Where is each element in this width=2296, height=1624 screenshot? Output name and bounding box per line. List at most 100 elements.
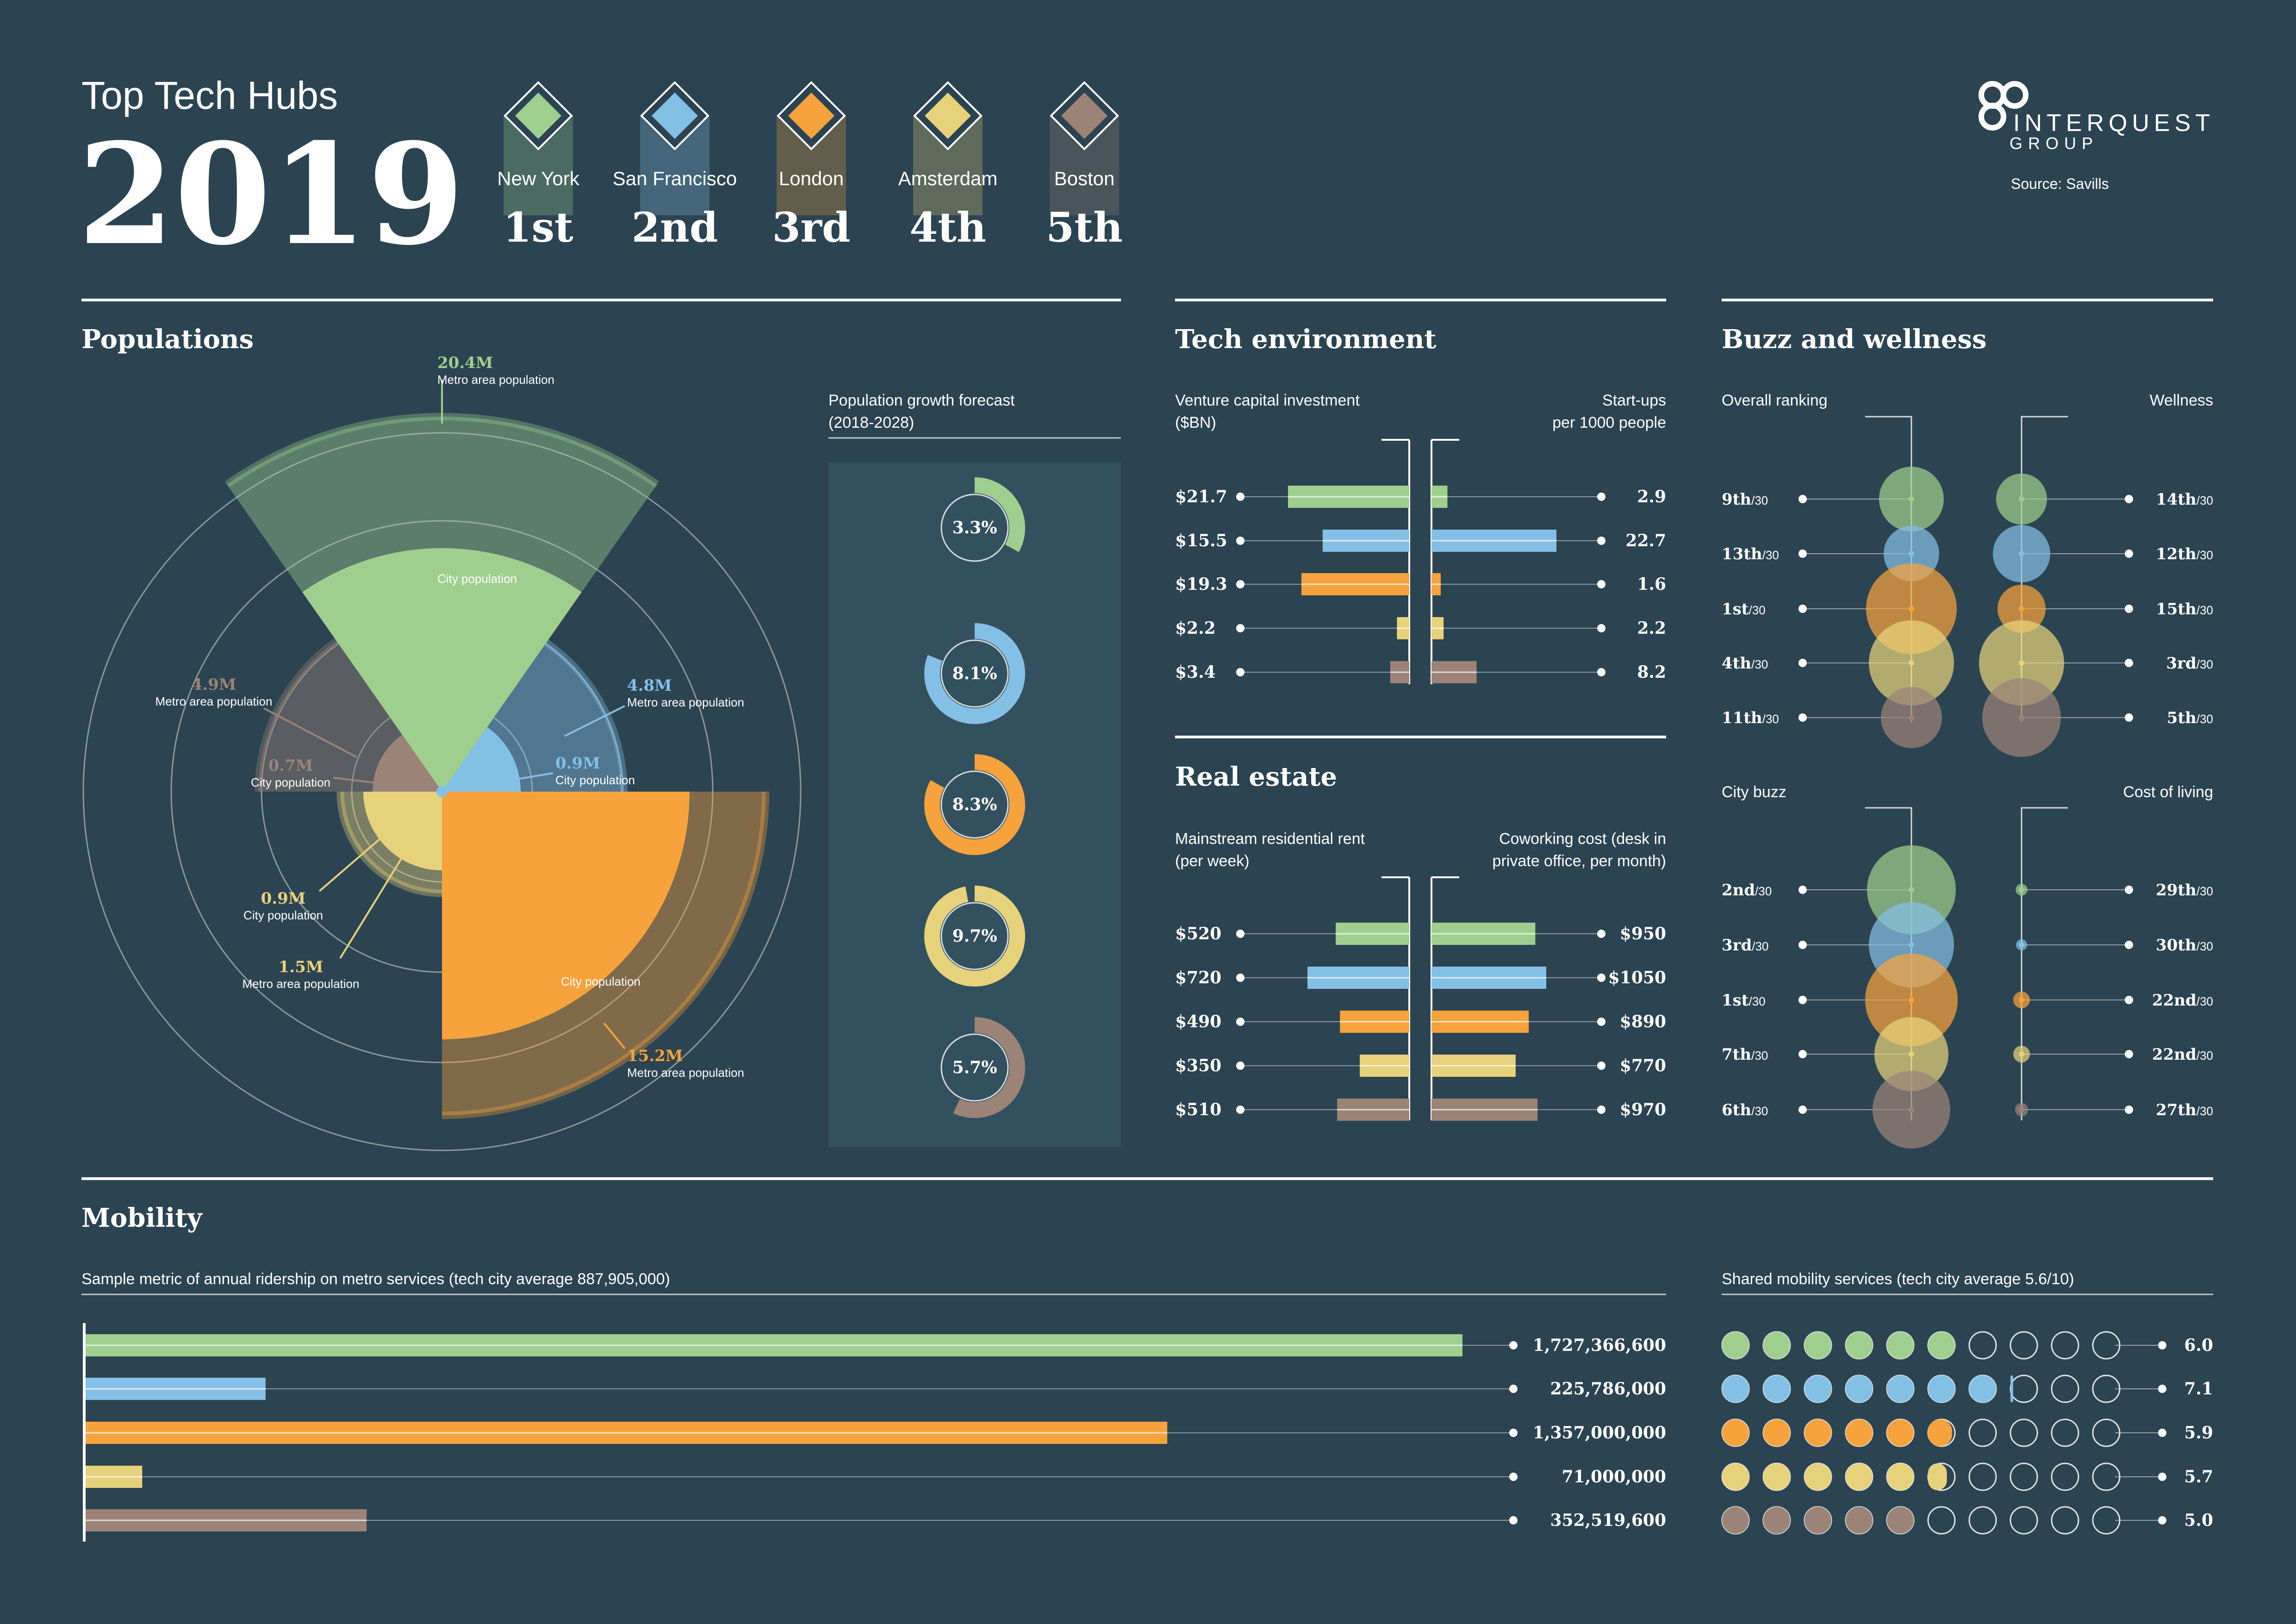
bubble-centre-dot (1909, 715, 1914, 720)
ranking-value-label: 14th/30 (2156, 490, 2213, 509)
shared-guide-dot (2158, 1516, 2166, 1524)
ranking-guide-dot (2125, 1106, 2133, 1114)
real-estate-chart: $520 $950 $720 $1050 $490 $890 $350 $770 $510 $97… (1175, 876, 1666, 1121)
shared-dot-filled (1804, 1463, 1831, 1490)
bubble-centre-dot (2019, 942, 2024, 948)
growth-value-label: 8.1% (952, 664, 997, 683)
left-guide-dot (1236, 493, 1244, 501)
ridership-label: Sample metric of annual ridership on met… (81, 1270, 670, 1288)
shared-dot-outline (2010, 1462, 2038, 1491)
ranking-guide-dot (1798, 886, 1807, 894)
bubble-centre-dot (2019, 997, 2024, 1003)
city-ranking-legend: New York 1st San Francisco 2nd London 3rd Amst… (497, 81, 1123, 251)
bubble-centre-dot (1909, 942, 1914, 948)
city-buzz-label: City buzz (1722, 783, 1786, 801)
ranking-suffix: /30 (2196, 1104, 2213, 1118)
shared-dot-partial (2010, 1375, 2013, 1402)
bubble-centre-dot (2019, 496, 2024, 502)
right-guide-dot (1597, 1062, 1605, 1070)
ranking-suffix: /30 (1751, 1049, 1768, 1062)
shared-dot-filled (1722, 1463, 1749, 1490)
source-note: Source: Savills (2011, 175, 2109, 192)
legend-city-rank: 3rd (772, 203, 850, 251)
growth-value-label: 9.7% (952, 926, 997, 946)
shared-dot-outline (2051, 1331, 2079, 1360)
buzz-wellness-chart: 9th/30 14th/30 13th/30 12th/30 1st/30 15th/30… (1722, 416, 2213, 1149)
left-guide-dot (1236, 580, 1244, 588)
shared-dot-outline (1968, 1506, 1997, 1535)
population-value-label: 4.9M (192, 675, 236, 694)
left-value-label: $2.2 (1175, 618, 1216, 638)
shared-dot-filled (1846, 1375, 1873, 1402)
population-leader-line (455, 772, 554, 790)
bubble-centre-dot (1909, 496, 1914, 502)
ranking-suffix: /30 (2196, 657, 2213, 671)
right-value-label: $890 (1620, 1012, 1666, 1031)
ranking-value-label: 13th/30 (1722, 545, 1779, 563)
shared-dot-filled (1804, 1419, 1831, 1446)
population-series-label: City population (251, 775, 330, 789)
shared-dot-outline (1968, 1418, 1997, 1447)
left-guide-dot (1236, 930, 1244, 938)
tech-environment-chart: $21.7 2.9 $15.5 22.7 $19.3 1.6 $2.2 2.2 $3.4 8.2 (1175, 439, 1666, 684)
shared-dot-outline (2010, 1331, 2038, 1360)
ranking-guide-dot (2125, 996, 2133, 1004)
growth-title-line2: (2018-2028) (828, 414, 914, 431)
populations-title: Populations (81, 324, 254, 355)
population-value-label: 15.2M (627, 1047, 683, 1065)
cowork-label-line1: Coworking cost (desk in (1499, 830, 1666, 848)
ridership-guide-dot (1509, 1473, 1518, 1481)
left-guide-dot (1236, 974, 1244, 982)
ranking-guide-dot (2125, 550, 2133, 558)
shared-dot-filled (1722, 1419, 1749, 1446)
bubble-centre-dot (2019, 551, 2024, 556)
cowork-label-line2: private office, per month) (1493, 852, 1666, 870)
ranking-axis-line (2021, 807, 2068, 1120)
ranking-suffix: /30 (2196, 1049, 2213, 1062)
startups-label-line2: per 1000 people (1552, 414, 1666, 431)
ranking-value-label: 12th/30 (2156, 545, 2213, 563)
ranking-value-label: 11th/30 (1722, 709, 1779, 727)
logo-text-secondary: GROUP (2010, 134, 2098, 153)
growth-donut-track-london (940, 770, 1009, 839)
ridership-guide-dot (1509, 1516, 1518, 1524)
shared-dot-filled (1846, 1507, 1873, 1534)
ranking-guide-dot (1798, 1106, 1807, 1114)
legend-diamond-fill-london (788, 93, 834, 139)
ranking-value-label: 4th/30 (1722, 654, 1768, 673)
population-leader-line (263, 707, 357, 758)
legend-city-name: London (779, 168, 844, 189)
ranking-guide-dot (2125, 659, 2133, 667)
population-leader-line (318, 794, 431, 892)
ranking-guide-dot (2125, 1050, 2133, 1058)
ranking-suffix: /30 (2196, 994, 2213, 1008)
legend-diamond-fill-boston (1061, 93, 1108, 139)
shared-dot-filled (1804, 1332, 1831, 1359)
bubble-centre-dot (2019, 1107, 2024, 1112)
shared-dot-outline (2051, 1374, 2079, 1403)
population-leader-line (603, 1022, 626, 1049)
wellness-label: Wellness (2150, 392, 2213, 409)
shared-dot-outline (2010, 1506, 2038, 1535)
ranking-value-label: 29th/30 (2156, 881, 2213, 899)
shared-value-label: 7.1 (2184, 1379, 2213, 1399)
growth-donut-arc-amsterdam (924, 886, 1025, 987)
population-value-label: 0.7M (268, 756, 313, 775)
ranking-suffix: /30 (1751, 1104, 1768, 1118)
startups-label-line1: Start-ups (1602, 392, 1666, 409)
right-value-label: $970 (1620, 1100, 1666, 1119)
interquest-logo: INTERQUEST GROUP (1979, 81, 2210, 153)
right-value-label: 8.2 (1637, 662, 1666, 682)
ranking-suffix: /30 (1751, 493, 1768, 507)
ranking-value-label: 5th/30 (2167, 709, 2213, 727)
buzz-wellness-title: Buzz and wellness (1722, 324, 1987, 355)
legend-city-rank: 4th (909, 203, 986, 251)
population-series-label: City population (561, 974, 641, 988)
growth-title-line1: Population growth forecast (828, 392, 1015, 409)
shared-dot-outline (2092, 1374, 2121, 1403)
mobility-title: Mobility (81, 1203, 203, 1233)
city-sector-london (442, 792, 690, 1039)
ridership-value-label: 352,519,600 (1550, 1511, 1666, 1530)
shared-dot-outline (2092, 1506, 2121, 1535)
